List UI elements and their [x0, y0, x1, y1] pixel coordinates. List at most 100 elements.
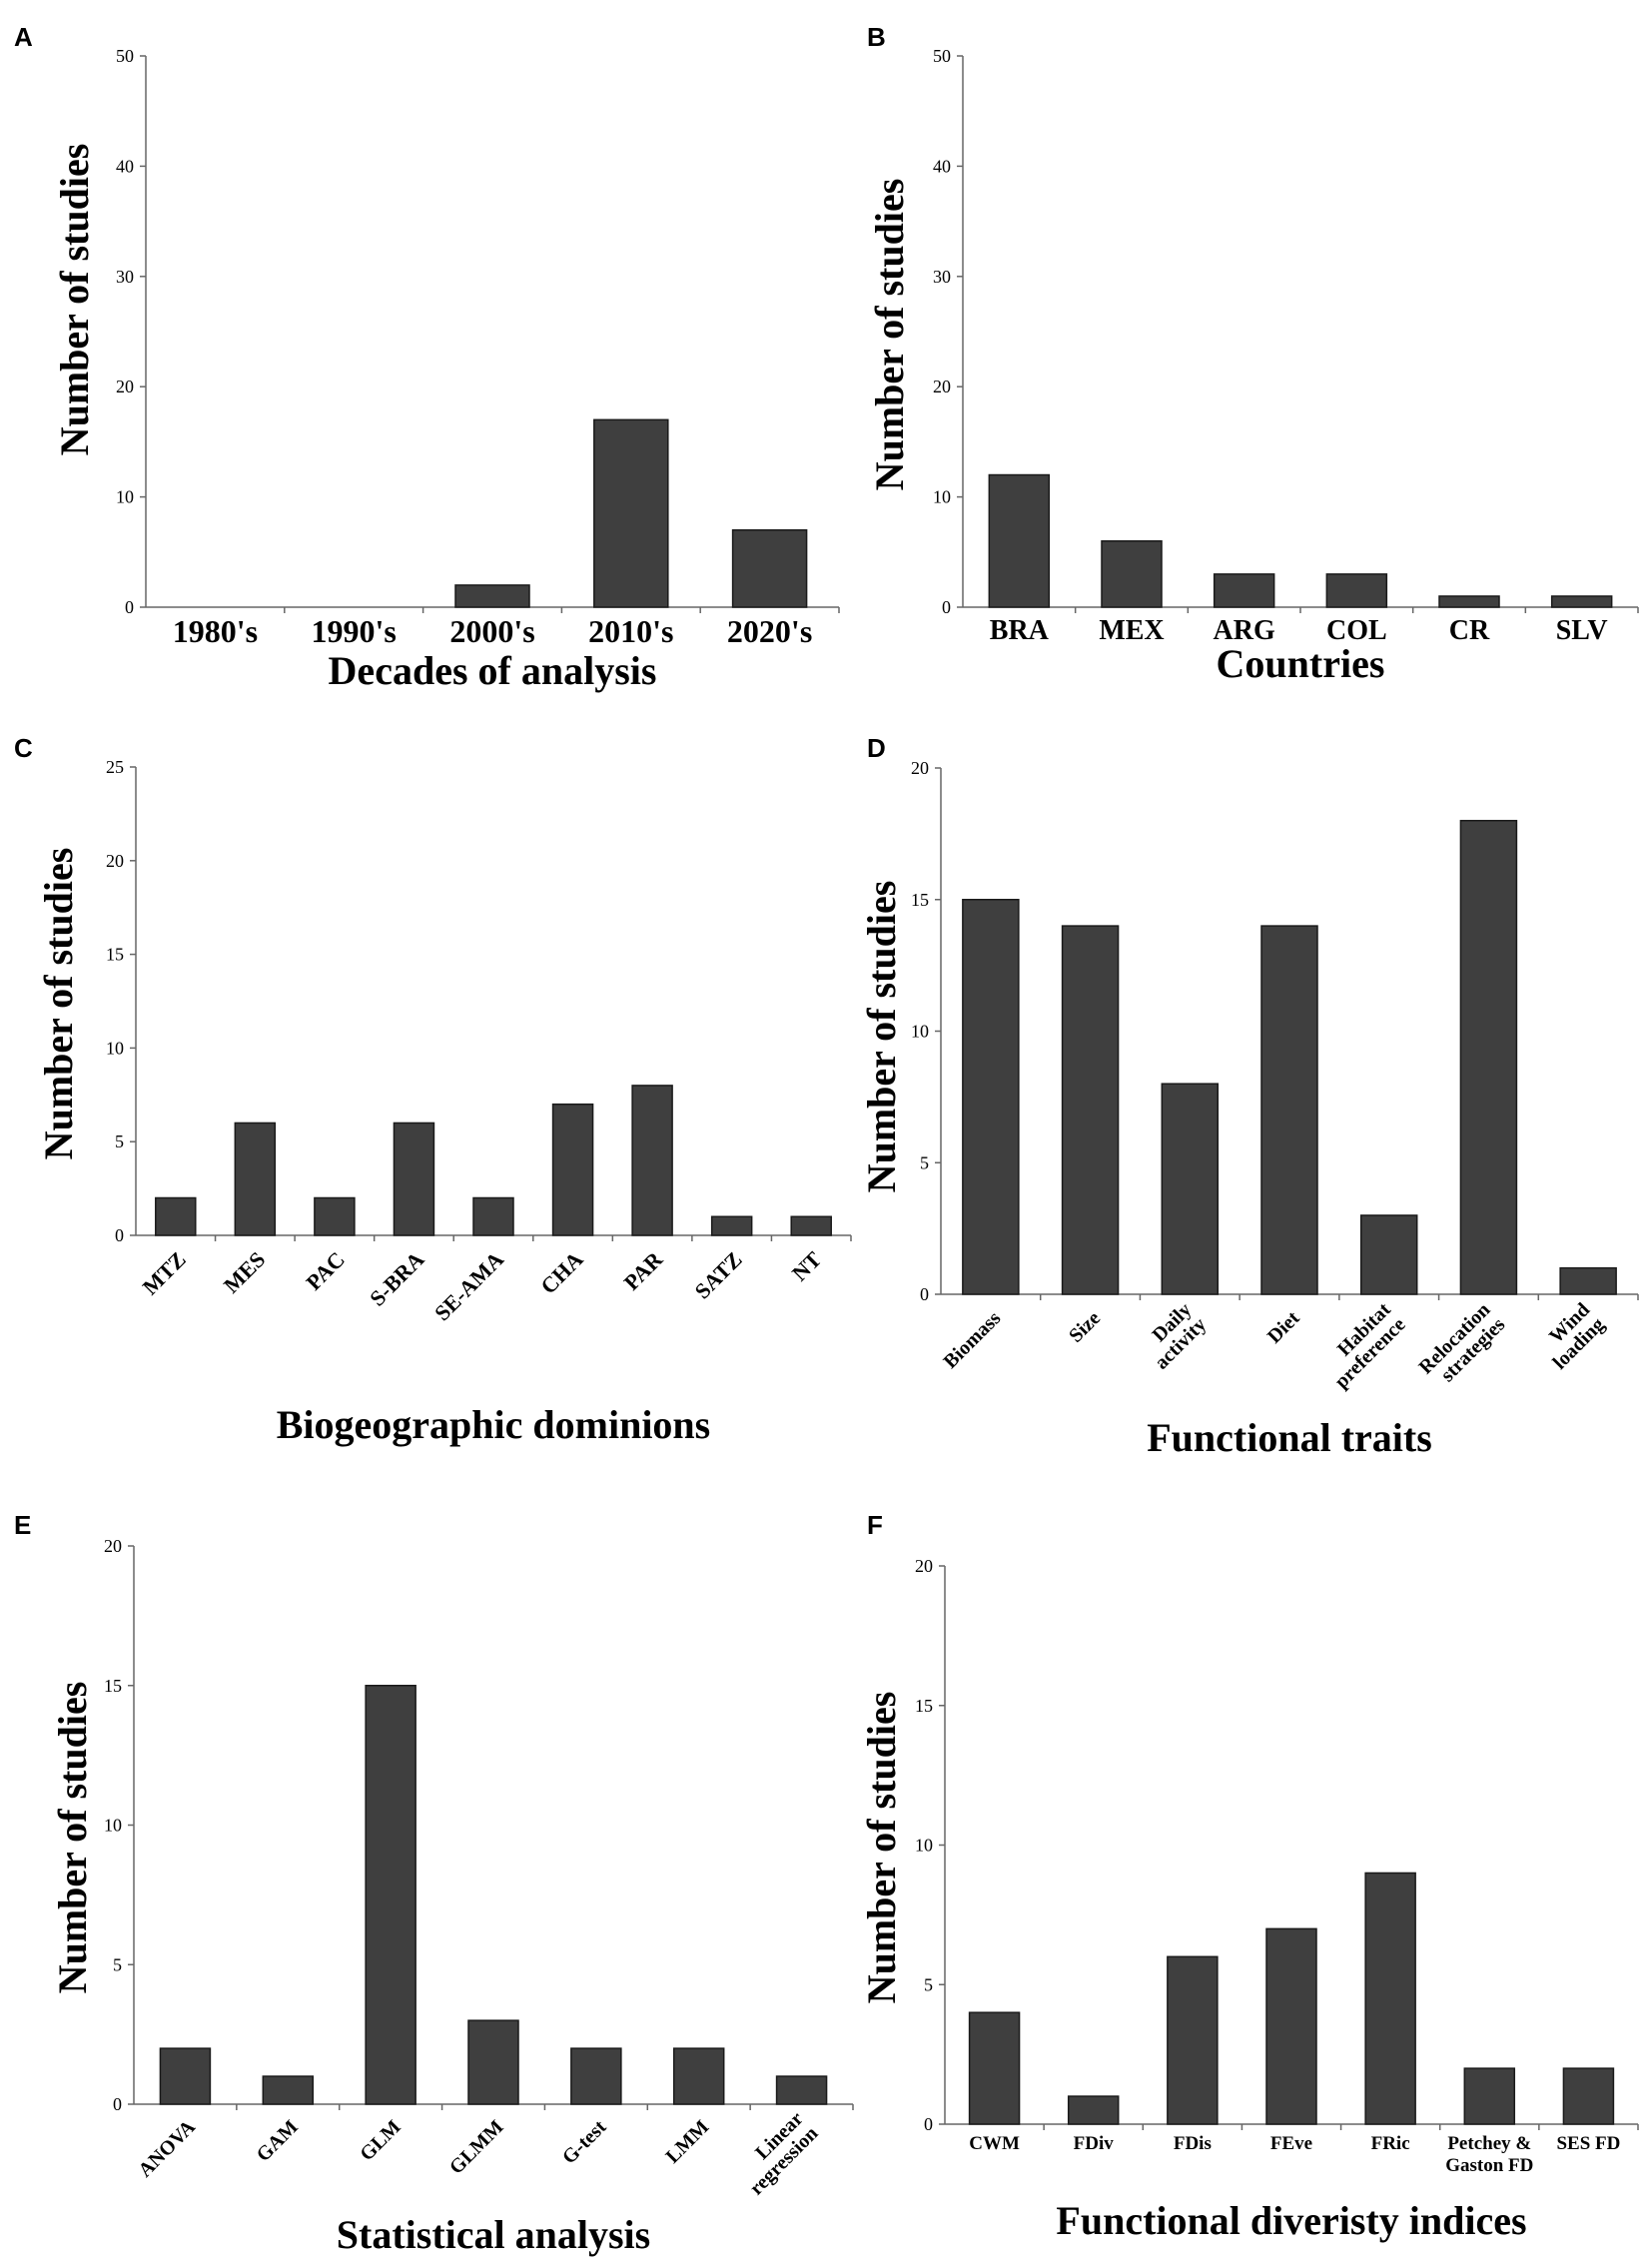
category-label: Linearregression	[730, 2107, 822, 2199]
bar-feve	[1265, 1927, 1317, 2125]
category-line: FDis	[1174, 2133, 1212, 2154]
panel-letter: C	[14, 733, 33, 763]
panel-c: C 0 5 10 15 20 25 MTZ MES PAC S-BRA SE-AMA CHA PAR SAT…	[14, 733, 852, 1447]
panel-f: F 0 5 10 15 20 CWM FDiv FDis FEve FRic Petchey & Gas…	[859, 1510, 1639, 2243]
category-label: SE-AMA	[429, 1246, 508, 1325]
y-axis-title: Number of studies	[50, 1682, 95, 1994]
bar-slv	[1550, 595, 1613, 608]
category-line: GAM	[253, 2116, 303, 2166]
y-tick-label: 30	[933, 267, 951, 287]
category-label: COL	[1326, 615, 1387, 646]
category-line: NT	[787, 1246, 827, 1286]
category-label: G-test	[558, 2116, 611, 2169]
bar-g-test	[570, 2047, 622, 2105]
category-line: S-BRA	[365, 1246, 428, 1310]
category-label: Windloading	[1534, 1298, 1609, 1373]
y-tick-label: 10	[106, 1038, 124, 1058]
bar-mes	[234, 1122, 277, 1236]
category-label: LMM	[662, 2116, 714, 2168]
category-line: CHA	[535, 1246, 587, 1298]
y-tick-label: 10	[933, 487, 951, 507]
y-tick-label: 40	[933, 156, 951, 176]
y-tick-label: 0	[115, 1225, 124, 1245]
category-label: 2010's	[588, 613, 673, 649]
category-label: CHA	[535, 1246, 587, 1298]
category-line: G-test	[558, 2116, 611, 2169]
category-line: MES	[219, 1246, 270, 1297]
bar-glm	[365, 1685, 416, 2105]
bar-nt	[790, 1215, 832, 1236]
category-label: CR	[1449, 615, 1490, 646]
y-axis-title: Number of studies	[867, 179, 912, 491]
bar-cwm	[968, 2011, 1021, 2125]
bar-cr	[1438, 595, 1500, 608]
bar-petchey-	[1463, 2067, 1516, 2125]
category-line: COL	[1326, 615, 1387, 646]
bar-bra	[988, 473, 1051, 608]
bar-2000-s	[454, 584, 530, 608]
category-label: SES FD	[1556, 2133, 1620, 2154]
category-label: ARG	[1214, 615, 1275, 646]
category-label: GLMM	[445, 2116, 508, 2179]
category-line: SATZ	[689, 1246, 746, 1303]
y-tick-label: 25	[106, 757, 124, 777]
y-tick-label: 50	[116, 46, 134, 66]
category-label: ANOVA	[134, 2116, 200, 2182]
y-tick-label: 15	[911, 890, 929, 910]
y-axis-title: Number of studies	[52, 144, 97, 456]
bar-2010-s	[593, 418, 669, 608]
y-tick-label: 10	[104, 1816, 122, 1836]
category-line: PAC	[301, 1246, 350, 1295]
panel-letter: F	[867, 1510, 883, 1540]
bar-size	[1061, 925, 1120, 1295]
category-line: GLM	[356, 2116, 405, 2165]
category-label: GLM	[356, 2116, 405, 2165]
bar-habitat	[1359, 1214, 1418, 1295]
panel-d: D 0 5 10 15 20 Biomass Size Dailyactivity Diet Hab…	[859, 733, 1639, 1460]
y-tick-label: 0	[942, 597, 951, 617]
bar-2020-s	[731, 528, 808, 608]
bar-mex	[1101, 540, 1163, 608]
bar-linear	[775, 2075, 828, 2105]
bar-daily	[1161, 1083, 1220, 1295]
category-line: CWM	[969, 2133, 1020, 2154]
category-line: 1990's	[312, 613, 397, 649]
category-line: CR	[1449, 615, 1490, 646]
category-label: FDiv	[1074, 2133, 1115, 2154]
y-axis-title: Number of studies	[859, 1692, 904, 2004]
bar-glmm	[467, 2019, 519, 2105]
x-axis-title: Biogeographic dominions	[277, 1402, 711, 1447]
category-line: SE-AMA	[429, 1246, 508, 1325]
category-line: 1980's	[173, 613, 258, 649]
category-label: 1990's	[312, 613, 397, 649]
y-tick-label: 20	[106, 851, 124, 871]
bar-fdis	[1167, 1955, 1219, 2125]
bar-wind	[1559, 1266, 1617, 1295]
bar-cha	[551, 1103, 594, 1236]
y-tick-label: 20	[104, 1536, 122, 1556]
y-tick-label: 5	[924, 1974, 933, 1994]
category-label: Petchey & Gaston FD	[1445, 2133, 1533, 2176]
category-line: Biomass	[939, 1307, 1005, 1373]
category-label: Relocationstrategies	[1414, 1298, 1509, 1393]
y-tick-label: 0	[920, 1284, 929, 1304]
x-axis-title: Countries	[1217, 641, 1385, 686]
bar-pac	[314, 1196, 356, 1236]
y-tick-label: 15	[915, 1696, 933, 1716]
bar-ses-fd	[1562, 2067, 1615, 2125]
y-tick-label: 20	[933, 377, 951, 396]
y-tick-label: 30	[116, 267, 134, 287]
x-axis-title: Functional diveristy indices	[1056, 2198, 1526, 2243]
category-label: Biomass	[939, 1307, 1005, 1373]
category-line: ANOVA	[134, 2116, 200, 2182]
bar-diet	[1260, 925, 1318, 1295]
bar-anova	[159, 2047, 212, 2105]
category-label: SLV	[1556, 615, 1608, 646]
category-line: MEX	[1099, 615, 1164, 646]
category-line: MTZ	[138, 1246, 191, 1299]
panel-a: A 0 10 20 30 40 50 1980's 1990's 2000's 2010's 2020…	[14, 22, 840, 693]
panel-letter: E	[14, 1510, 31, 1540]
category-label: MEX	[1099, 615, 1164, 646]
category-label: 2020's	[727, 613, 812, 649]
